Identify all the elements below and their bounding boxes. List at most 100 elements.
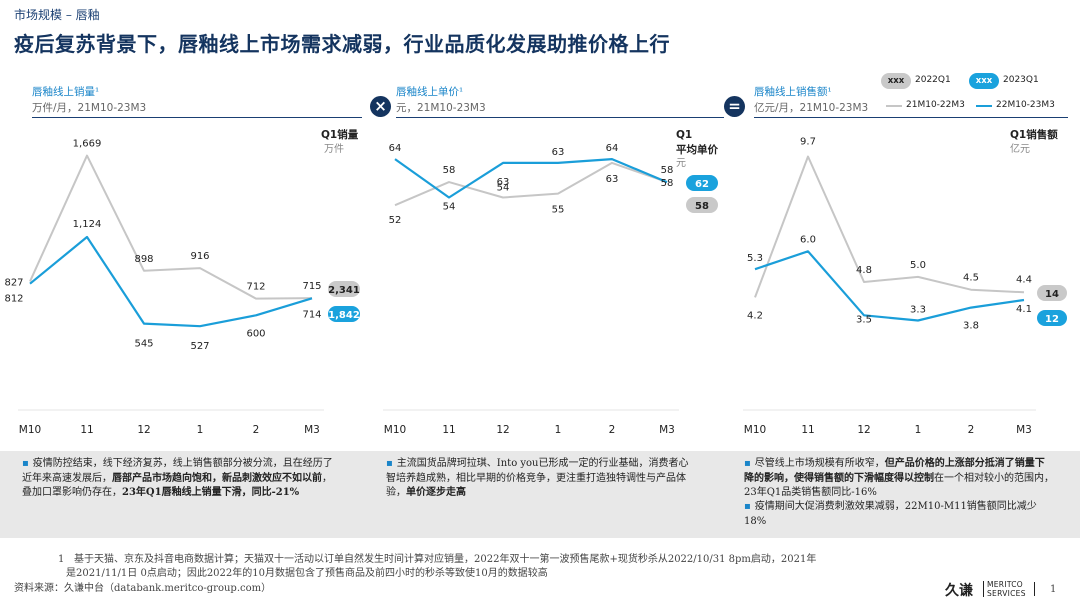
brand-logo-en-1: MERITCO xyxy=(987,580,1024,589)
x-tick-label: 1 xyxy=(555,424,562,436)
legend-2023q1: 2023Q1 xyxy=(1003,75,1039,85)
legend-prev-period: 21M10-22M3 xyxy=(906,100,965,110)
data-label: 3.3 xyxy=(910,304,926,315)
q1-2023-value: 62 xyxy=(695,179,709,190)
data-label: 4.2 xyxy=(747,310,763,321)
data-label: 1,669 xyxy=(73,139,102,150)
panel-sales-subtitle: 亿元/月，21M10-23M3 xyxy=(754,102,869,114)
x-tick-label: 11 xyxy=(801,424,814,436)
x-tick-label: 12 xyxy=(857,424,870,436)
brand-logo-cn: 久谦 xyxy=(945,583,973,599)
data-label: 827 xyxy=(4,277,23,288)
x-tick-label: 1 xyxy=(915,424,922,436)
data-label: 5.0 xyxy=(910,260,926,271)
panel-sales-title: 唇釉线上销售额¹ xyxy=(754,86,832,98)
series-line-prev xyxy=(29,154,313,300)
data-label: 54 xyxy=(497,182,510,193)
note-sales-1: ▪ 尽管线上市场规模有所收窄，但产品价格的上涨部分抵消了销量下降的影响，使得销售额… xyxy=(744,458,1054,498)
x-tick-label: 2 xyxy=(253,424,260,436)
panel-sales-q1-unit: 亿元 xyxy=(1010,144,1030,155)
data-label: 64 xyxy=(606,143,619,154)
panel-price-q1-label: Q1 xyxy=(676,129,693,141)
q1-2023-pill xyxy=(328,306,360,322)
panel-price-title: 唇釉线上单价¹ xyxy=(396,86,464,98)
bullet-icon: ▪ xyxy=(22,458,29,469)
data-label: 9.7 xyxy=(800,136,816,147)
notes-band xyxy=(0,451,1080,538)
equals-operator-icon: = xyxy=(724,96,745,117)
legend-line-gray xyxy=(886,105,902,107)
x-tick-label: 2 xyxy=(968,424,975,436)
section-label: 市场规模 – 唇釉 xyxy=(14,8,100,22)
data-label: 55 xyxy=(552,205,565,216)
data-label: 4.5 xyxy=(963,273,979,284)
q1-2022-pill xyxy=(328,281,360,297)
bullet-icon: ▪ xyxy=(744,458,751,469)
data-label: 63 xyxy=(606,174,619,185)
data-label: 545 xyxy=(134,339,153,350)
panel-price-q1-unit: 元 xyxy=(676,158,686,169)
note-price: ▪ 主流国货品牌珂拉琪、Into you已形成一定的行业基础，消费者心智培养趋成熟… xyxy=(386,458,689,498)
data-label: 527 xyxy=(190,341,209,352)
data-label: 58 xyxy=(661,178,674,189)
q1-2022-value: 14 xyxy=(1045,289,1059,300)
data-label: 63 xyxy=(552,147,565,158)
series-line-prev xyxy=(394,161,668,207)
footnote-line-1: 基于天猫、京东及抖音电商数据计算；天猫双十一活动以订单自然发生时间计算对应销量，… xyxy=(74,554,817,565)
data-label: 812 xyxy=(4,294,23,305)
data-label: 6.0 xyxy=(800,234,816,245)
x-tick-label: M3 xyxy=(304,424,320,436)
data-label: 58 xyxy=(443,165,456,176)
x-tick-label: M3 xyxy=(659,424,675,436)
q1-2023-pill xyxy=(686,175,718,191)
page-number: 1 xyxy=(1050,584,1057,595)
series-line-prev xyxy=(754,155,1025,298)
data-label: 4.8 xyxy=(856,265,872,276)
x-tick-label: 12 xyxy=(496,424,509,436)
x-tick-label: M3 xyxy=(1016,424,1032,436)
data-label: 715 xyxy=(302,281,321,292)
data-label: 52 xyxy=(389,215,402,226)
x-tick-label: M10 xyxy=(744,424,766,436)
data-label: 4.4 xyxy=(1016,274,1032,285)
x-tick-label: 11 xyxy=(80,424,93,436)
q1-2023-pill xyxy=(1037,310,1067,326)
bullet-icon: ▪ xyxy=(744,501,751,512)
x-tick-label: 11 xyxy=(442,424,455,436)
data-label: 898 xyxy=(134,254,153,265)
panel-price-q1-label2: 平均单价 xyxy=(676,144,718,156)
data-label: 4.1 xyxy=(1016,304,1032,315)
q1-2022-pill xyxy=(1037,285,1067,301)
page-divider xyxy=(1034,582,1035,596)
footnote-number: 1 xyxy=(58,554,65,565)
data-label: 600 xyxy=(246,328,265,339)
panel-sales-rule xyxy=(754,117,1068,118)
bullet-icon: ▪ xyxy=(386,458,393,469)
q1-2022-pill xyxy=(686,197,718,213)
legend-2022q1: 2022Q1 xyxy=(915,75,951,85)
series-line-curr xyxy=(394,158,668,199)
legend-pill-2023q1: xxx xyxy=(969,73,999,89)
panel-volume-title: 唇釉线上销量¹ xyxy=(32,86,100,98)
data-label: 64 xyxy=(389,143,402,154)
x-tick-label: 1 xyxy=(197,424,204,436)
data-label: 1,124 xyxy=(73,219,102,230)
panel-price-rule xyxy=(396,117,724,118)
note-volume: ▪ 疫情防控结束，线下经济复苏，线上销售额部分被分流，且在经历了近年来高速发展后，… xyxy=(22,458,333,498)
data-label: 63 xyxy=(497,177,510,188)
legend-curr-period: 22M10-23M3 xyxy=(996,100,1055,110)
q1-2023-value: 12 xyxy=(1045,314,1059,325)
data-label: 58 xyxy=(661,165,674,176)
panel-volume-q1-unit: 万件 xyxy=(324,144,344,155)
brand-logo-en-2: SERVICES xyxy=(987,589,1026,598)
q1-2022-value: 2,341 xyxy=(328,285,360,296)
panel-volume-q1-label: Q1销量 xyxy=(321,129,359,141)
panel-volume-rule xyxy=(32,117,362,118)
source-note: 资料来源：久谦中台（databank.meritco-group.com） xyxy=(14,583,272,594)
q1-2023-value: 1,842 xyxy=(328,310,360,321)
data-label: 54 xyxy=(443,201,456,212)
panel-volume-subtitle: 万件/月，21M10-23M3 xyxy=(32,102,147,114)
data-label: 712 xyxy=(246,282,265,293)
data-label: 3.8 xyxy=(963,321,979,332)
